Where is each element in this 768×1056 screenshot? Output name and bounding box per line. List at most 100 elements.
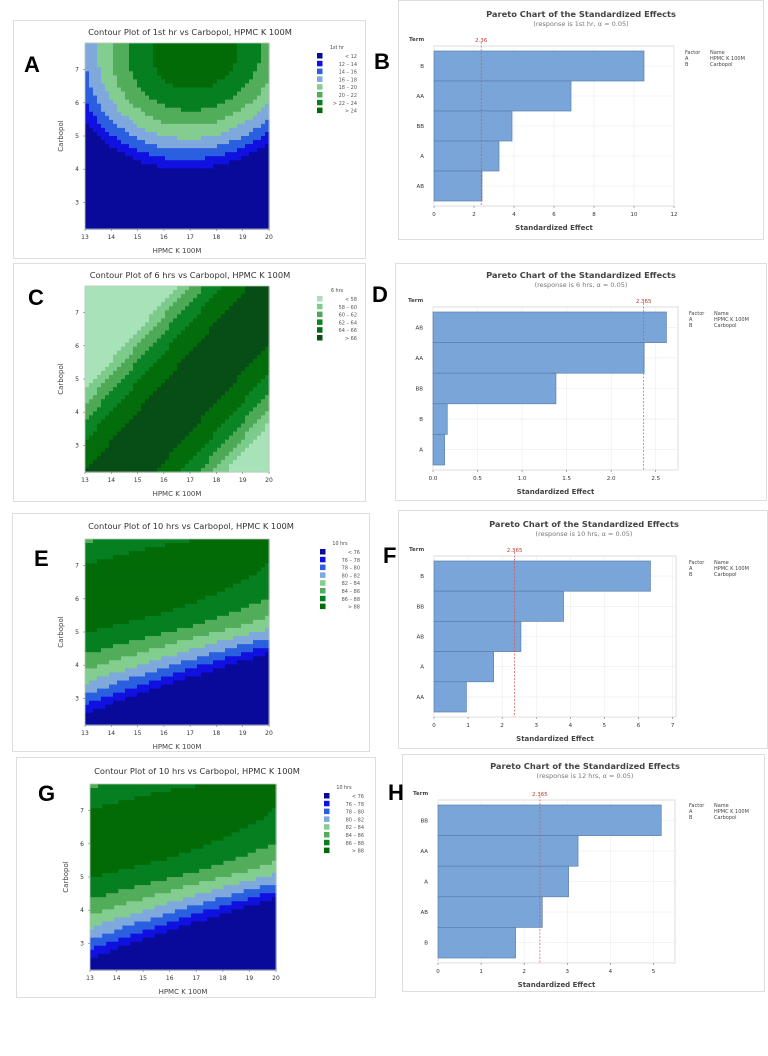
contour-cell xyxy=(113,51,118,56)
contour-cell xyxy=(113,156,118,161)
contour-cell xyxy=(113,583,118,589)
contour-cell xyxy=(105,555,110,560)
contour-cell xyxy=(129,59,134,64)
contour-cell xyxy=(113,330,118,336)
term-label: AB xyxy=(415,325,423,331)
contour-cell xyxy=(237,200,242,206)
contour-cell xyxy=(201,47,206,52)
contour-cell xyxy=(101,192,106,198)
contour-cell xyxy=(117,579,122,585)
contour-cell xyxy=(141,55,146,60)
contour-cell xyxy=(129,103,134,109)
contour-cell xyxy=(125,168,130,173)
contour-cell xyxy=(129,176,134,182)
contour-cell xyxy=(149,83,154,89)
contour-cell xyxy=(169,423,174,429)
contour-cell xyxy=(165,318,170,323)
contour-cell xyxy=(133,111,138,117)
contour-cell xyxy=(261,346,266,352)
contour-cell xyxy=(257,407,262,412)
contour-cell xyxy=(225,83,230,89)
contour-cell xyxy=(213,358,218,364)
contour-cell xyxy=(213,144,218,149)
contour-cell xyxy=(185,95,190,101)
contour-cell xyxy=(97,180,102,186)
contour-cell xyxy=(113,664,118,669)
contour-cell xyxy=(125,419,130,425)
contour-cell xyxy=(89,619,94,625)
contour-cell xyxy=(245,67,250,72)
contour-cell xyxy=(165,330,170,336)
contour-cell xyxy=(265,160,270,165)
contour-cell xyxy=(105,459,110,465)
contour-cell xyxy=(225,71,230,76)
contour-cell xyxy=(125,648,130,653)
contour-cell xyxy=(85,322,90,328)
contour-cell xyxy=(145,423,150,429)
contour-cell xyxy=(109,636,114,641)
contour-cell xyxy=(149,427,154,433)
contour-cell xyxy=(205,91,210,97)
contour-cell xyxy=(117,547,122,552)
contour-cell xyxy=(105,342,110,348)
contour-cell xyxy=(265,423,270,429)
contour-cell xyxy=(117,664,122,669)
contour-cell xyxy=(177,123,182,129)
contour-cell xyxy=(85,571,90,576)
contour-cell xyxy=(169,216,174,222)
contour-cell xyxy=(117,575,122,581)
contour-cell xyxy=(253,67,258,72)
contour-cell xyxy=(129,551,134,556)
contour-cell xyxy=(101,543,106,548)
contour-cell xyxy=(161,350,166,356)
contour-cell xyxy=(109,463,114,469)
contour-cell xyxy=(121,55,126,60)
contour-cell xyxy=(89,551,94,556)
contour-cell xyxy=(265,362,270,368)
contour-cell xyxy=(257,290,262,295)
contour-cell xyxy=(225,330,230,336)
contour-cell xyxy=(229,427,234,433)
contour-cell xyxy=(229,55,234,60)
x-axis-label: HPMC K 100M xyxy=(153,247,202,255)
contour-cell xyxy=(245,95,250,101)
contour-cell xyxy=(177,350,182,356)
contour-cell xyxy=(189,224,194,230)
contour-cell xyxy=(225,55,230,60)
contour-cell xyxy=(121,302,126,307)
contour-cell xyxy=(149,370,154,376)
contour-cell xyxy=(125,439,130,445)
contour-cell xyxy=(117,107,122,113)
contour-cell xyxy=(149,342,154,348)
contour-cell xyxy=(117,399,122,404)
contour-cell xyxy=(245,115,250,121)
contour-cell xyxy=(85,370,90,376)
panel-d-pareto: Pareto Chart of the Standardized Effects… xyxy=(395,263,767,501)
contour-cell xyxy=(101,451,106,457)
contour-cell xyxy=(265,374,270,380)
contour-cell xyxy=(121,51,126,56)
contour-cell xyxy=(173,220,178,226)
contour-cell xyxy=(89,716,94,722)
contour-cell xyxy=(209,298,214,303)
contour-cell xyxy=(129,164,134,169)
contour-cell xyxy=(101,547,106,552)
contour-cell xyxy=(101,334,106,340)
contour-cell xyxy=(105,587,110,593)
contour-cell xyxy=(113,127,118,133)
contour-cell xyxy=(185,152,190,157)
contour-cell xyxy=(137,310,142,315)
contour-cell xyxy=(117,314,122,319)
contour-cell xyxy=(121,148,126,153)
contour-cell xyxy=(249,439,254,445)
contour-cell xyxy=(97,555,102,560)
contour-cell xyxy=(93,644,98,649)
contour-cell xyxy=(157,391,162,396)
contour-cell xyxy=(129,200,134,206)
contour-cell xyxy=(121,583,126,589)
contour-cell xyxy=(129,314,134,319)
contour-cell xyxy=(257,164,262,169)
contour-cell xyxy=(121,99,126,105)
contour-cell xyxy=(101,419,106,425)
contour-cell xyxy=(217,160,222,165)
